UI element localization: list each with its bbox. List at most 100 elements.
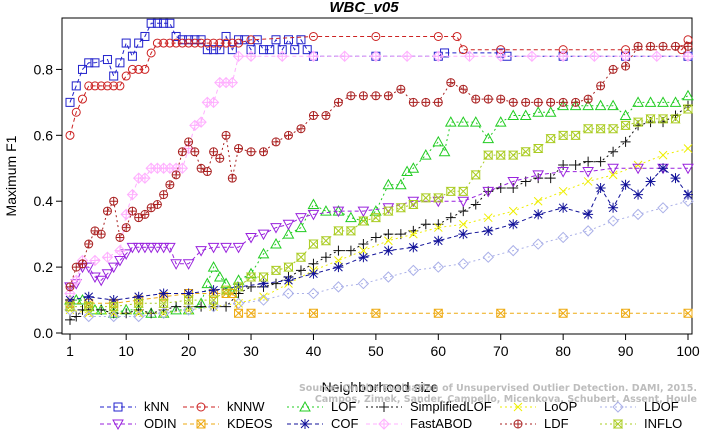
series-line-fastabod [69,55,688,294]
data-point-ldf [483,94,493,104]
data-point-inflo [383,206,394,216]
legend-item-inflo: INFLO [600,416,682,431]
legend-marker-knn [113,402,123,412]
data-point-fastabod [526,50,538,62]
data-point-ldf [608,64,618,74]
data-point-ldf [571,97,581,107]
data-point-odin [307,209,320,221]
data-point-knnw [152,38,162,48]
series-cof [65,163,693,306]
data-point-ldof [607,215,619,227]
data-point-knn [209,45,219,55]
series-odin [64,163,694,293]
y-axis-label: Maximum F1 [3,135,19,216]
data-point-ldf [308,111,318,121]
data-point-knn [290,45,300,55]
data-point-ldf [371,91,381,101]
data-point-knn [121,38,131,48]
data-point-odin [170,259,182,270]
legend-item-loop: LoOP [500,399,577,414]
data-point-knn [146,18,156,28]
data-point-cof [83,291,94,302]
data-point-knnw [90,81,100,91]
data-point-ldf [127,206,137,216]
legend-label-simplifiedlof: SimplifiedLOF [410,399,492,414]
series-line-simplifiedlof [69,105,689,321]
data-point-kdeos [371,308,381,318]
data-point-inflo [420,193,432,203]
data-point-knnw [177,38,187,48]
data-point-lof [307,198,320,210]
data-point-ldof [382,271,395,283]
data-point-inflo [545,134,556,144]
data-point-fastabod [682,50,694,62]
data-point-inflo [395,203,407,213]
data-point-simplifiedlof [221,301,232,312]
data-point-knn [296,35,306,45]
legend-item-lof: LOF [287,399,356,414]
data-point-kdeos [496,308,506,318]
series-line-odin [69,167,688,288]
data-point-lof [519,109,532,121]
legend-label-cof: COF [331,416,359,431]
data-point-ldf [521,97,531,107]
legend-item-ldof: LDOF [600,399,679,414]
data-point-cof [595,183,606,194]
data-point-lof [270,238,282,249]
data-point-knnw [308,31,318,41]
data-point-cof [633,189,644,200]
data-point-ldf [358,91,368,101]
data-point-fastabod [370,50,382,62]
data-point-ldf [102,206,112,216]
data-point-inflo [470,170,481,180]
data-point-cof [483,225,494,236]
data-point-cof [408,242,419,253]
data-point-loop [359,246,368,255]
data-point-lof [682,89,694,101]
data-point-fastabod [139,172,151,184]
data-point-fastabod [232,50,245,62]
legend-item-kdeos: KDEOS [183,416,273,431]
data-point-knn [152,18,162,28]
data-point-fastabod [619,50,632,62]
data-point-lof [532,106,545,117]
data-point-simplifiedlof [370,232,381,243]
data-point-ldof [132,310,145,323]
series-line-ldf [69,45,688,288]
legend-label-lof: LOF [331,399,356,414]
data-point-inflo [620,120,631,130]
data-point-fastabod [101,251,114,263]
data-point-loop [384,236,393,246]
data-point-knnw [159,38,169,48]
data-point-ldf [221,130,231,140]
data-point-inflo [308,239,319,249]
data-point-odin [220,242,232,254]
data-point-ldf [621,61,631,71]
data-point-odin [207,242,220,254]
chart-title: WBC_v05 [329,0,399,16]
data-point-odin [270,223,282,234]
data-point-knnw [146,48,156,58]
data-point-fastabod [495,50,507,62]
data-point-ldf [152,200,162,209]
legend-marker-ldf [513,419,523,429]
legend-item-odin: ODIN [100,416,177,431]
data-point-simplifiedlof [246,281,257,292]
data-point-cof [158,288,169,299]
data-point-lof [544,106,557,117]
data-point-odin [457,196,470,208]
data-point-knn [84,58,94,68]
data-point-odin [282,219,295,231]
data-point-ldof [582,225,594,237]
data-point-loop [508,206,518,216]
legend-label-kdeos: KDEOS [227,416,273,431]
data-point-lof [170,303,182,315]
data-point-lof [507,109,520,121]
series-fastabod [64,50,694,300]
data-point-simplifiedlof [308,258,319,269]
legend-item-ldf: LDF [500,416,569,431]
data-point-knn [227,45,237,55]
data-point-inflo [458,186,469,196]
data-point-ldof [632,208,644,221]
data-point-simplifiedlof [508,183,519,194]
